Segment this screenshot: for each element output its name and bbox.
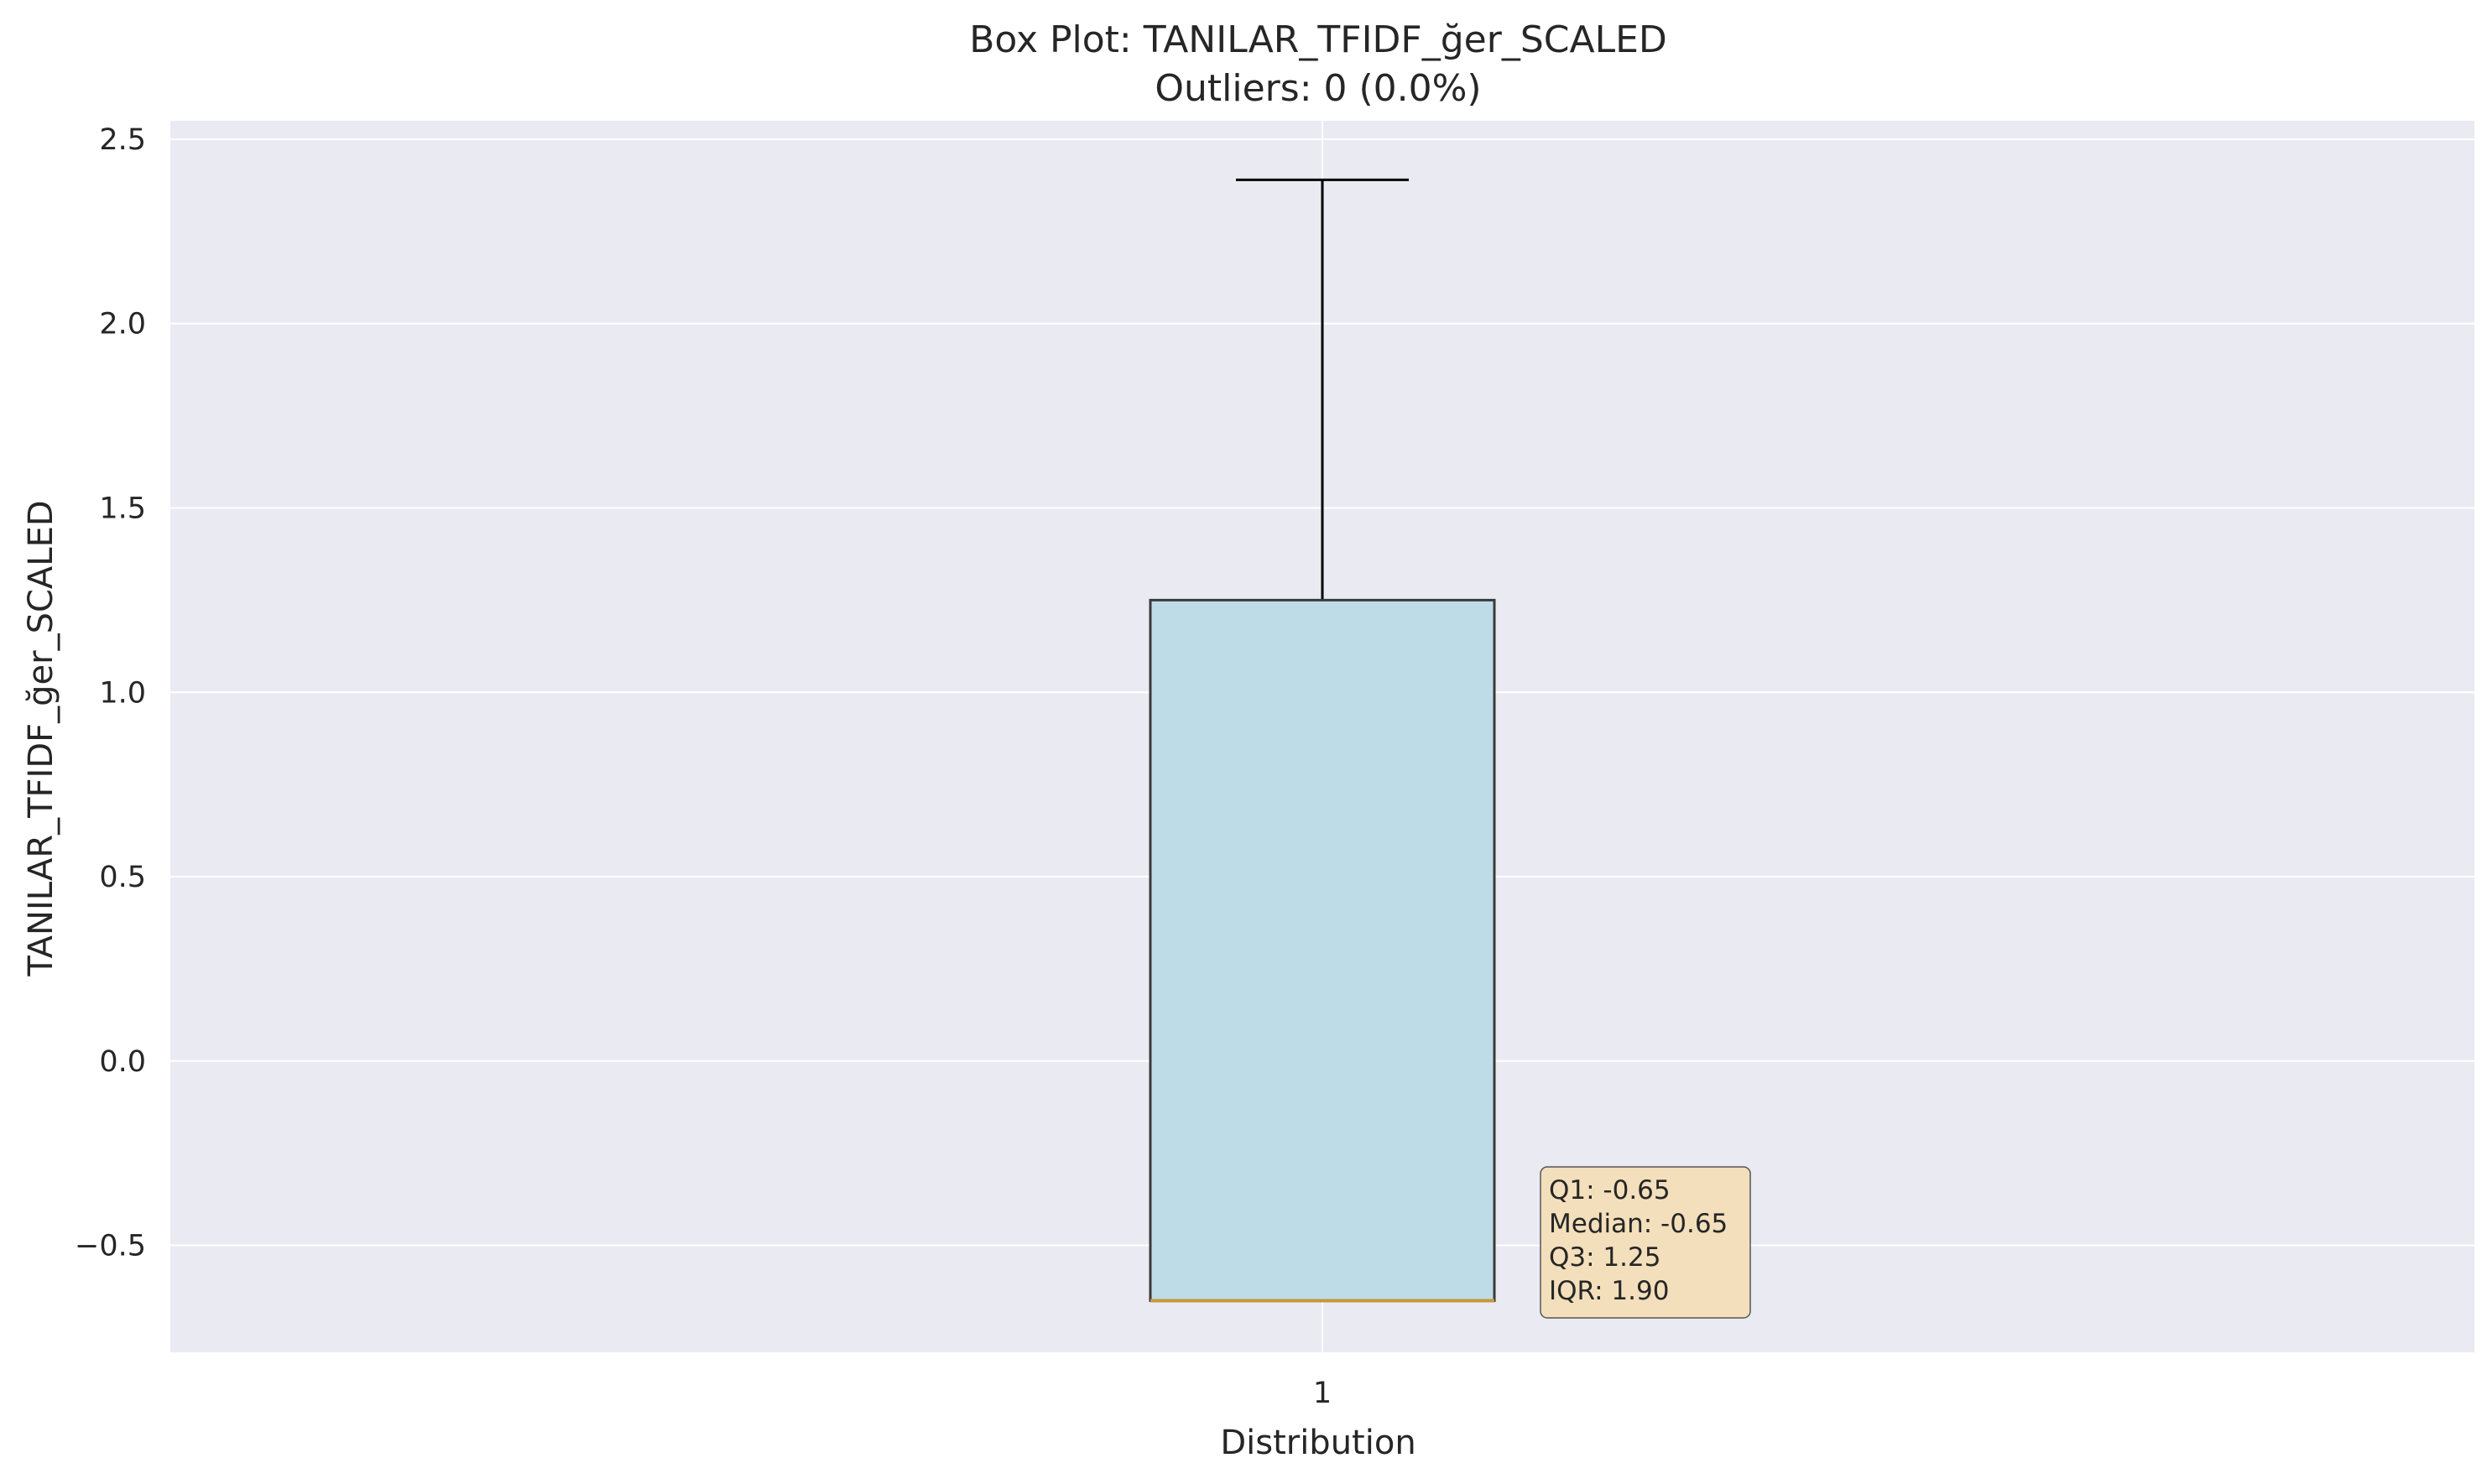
stats-line: Median: -0.65 [1549,1209,1728,1239]
chart-subtitle: Outliers: 0 (0.0%) [1155,67,1481,110]
y-tick-label: 0.5 [99,861,146,894]
y-tick-labels: −0.5 0.0 0.5 1.0 1.5 2.0 2.5 1 [75,123,1332,1410]
chart-title: Box Plot: TANILAR_TFIDF_ğer_SCALED [969,18,1667,61]
y-tick-label: 2.5 [99,123,146,157]
y-axis-label: TANILAR_TFIDF_ğer_SCALED [22,500,60,976]
y-tick-label: 1.5 [99,492,146,525]
x-tick-label: 1 [1313,1377,1332,1410]
stats-line: IQR: 1.90 [1549,1276,1669,1306]
stats-box [1540,1166,1751,1319]
x-axis-label: Distribution [1220,1424,1415,1462]
y-tick-label: 1.0 [99,676,146,710]
iqr-box [1149,598,1496,1302]
y-tick-label: 0.0 [99,1045,146,1079]
box-group [1149,178,1496,1303]
y-tick-label: 2.0 [99,308,146,341]
stats-line: Q1: -0.65 [1549,1175,1671,1205]
stats-line: Q3: 1.25 [1549,1242,1660,1273]
y-tick-label: −0.5 [75,1230,146,1263]
